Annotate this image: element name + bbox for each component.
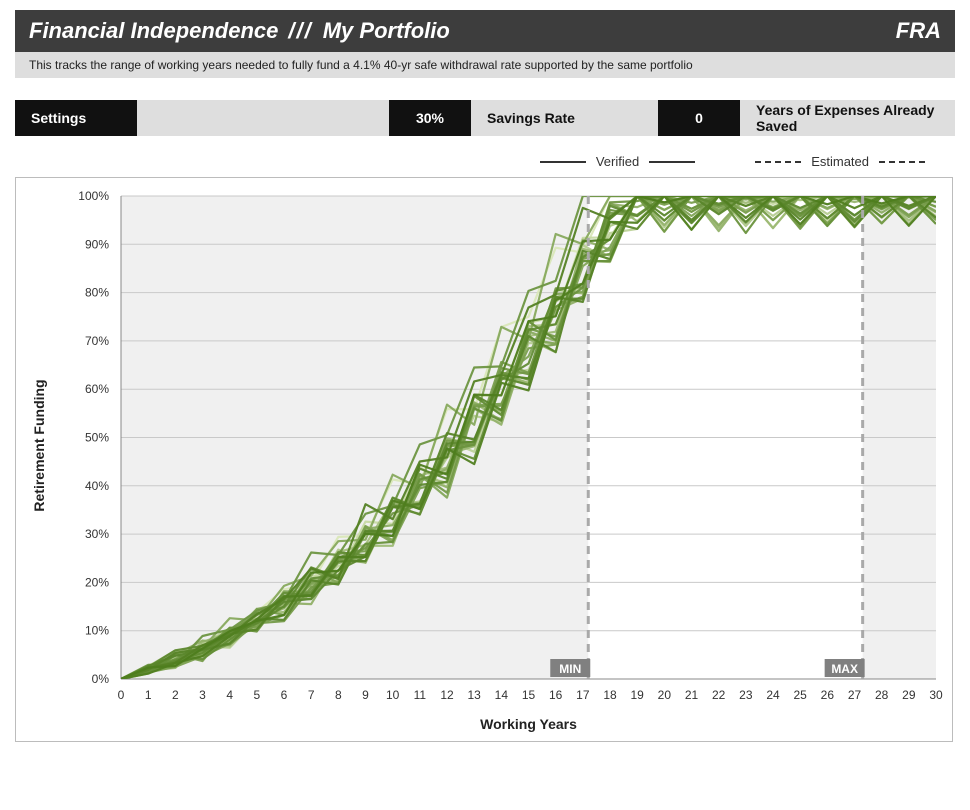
svg-text:30%: 30% [85,527,109,541]
svg-text:3: 3 [199,688,206,702]
svg-text:15: 15 [522,688,536,702]
svg-text:16: 16 [549,688,563,702]
svg-text:12: 12 [440,688,454,702]
svg-text:14: 14 [495,688,509,702]
svg-text:2: 2 [172,688,179,702]
legend-row: Verified Estimated [15,154,955,169]
svg-text:70%: 70% [85,334,109,348]
chart-container: 0%10%20%30%40%50%60%70%80%90%100%0123456… [15,177,953,742]
svg-text:17: 17 [576,688,590,702]
savings-rate-value[interactable]: 30% [389,100,471,136]
page-root: Financial Independence /// My Portfolio … [0,0,970,810]
svg-text:40%: 40% [85,479,109,493]
svg-text:MAX: MAX [831,662,858,676]
svg-text:1: 1 [145,688,152,702]
svg-text:20%: 20% [85,575,109,589]
svg-text:23: 23 [739,688,753,702]
subtitle-bar: This tracks the range of working years n… [15,52,955,78]
legend-verified-line-left [540,161,586,163]
svg-text:90%: 90% [85,237,109,251]
title-main: Financial Independence [29,18,278,44]
svg-text:Retirement Funding: Retirement Funding [31,379,47,511]
svg-text:25: 25 [793,688,807,702]
title-separator: /// [288,18,312,44]
svg-text:11: 11 [414,688,427,702]
title-badge: FRA [896,18,941,44]
svg-text:4: 4 [226,688,233,702]
title-portfolio: My Portfolio [323,18,450,44]
svg-text:28: 28 [875,688,889,702]
svg-text:9: 9 [362,688,369,702]
svg-text:50%: 50% [85,431,109,445]
legend-verified-label: Verified [596,154,639,169]
legend-estimated-label: Estimated [811,154,869,169]
svg-text:19: 19 [630,688,644,702]
legend-estimated-line-right [879,161,925,163]
legend-estimated: Estimated [755,154,925,169]
svg-text:6: 6 [281,688,288,702]
svg-text:5: 5 [253,688,260,702]
legend-estimated-line-left [755,161,801,163]
svg-text:13: 13 [467,688,481,702]
svg-text:10: 10 [386,688,400,702]
svg-text:30: 30 [929,688,943,702]
svg-text:7: 7 [308,688,315,702]
legend-verified: Verified [540,154,695,169]
svg-text:26: 26 [821,688,835,702]
svg-text:21: 21 [685,688,699,702]
legend-verified-line-right [649,161,695,163]
svg-text:60%: 60% [85,382,109,396]
title-left: Financial Independence /// My Portfolio [29,18,450,44]
svg-text:10%: 10% [85,624,109,638]
savings-rate-label: Savings Rate [471,100,658,136]
svg-text:8: 8 [335,688,342,702]
svg-text:MIN: MIN [559,662,581,676]
chart-svg: 0%10%20%30%40%50%60%70%80%90%100%0123456… [16,178,952,741]
svg-text:27: 27 [848,688,862,702]
settings-spacer [137,100,389,136]
svg-text:29: 29 [902,688,916,702]
svg-text:24: 24 [766,688,780,702]
svg-text:20: 20 [658,688,672,702]
years-saved-label: Years of Expenses Already Saved [740,100,955,136]
years-saved-value[interactable]: 0 [658,100,740,136]
settings-button[interactable]: Settings [15,100,137,136]
svg-text:80%: 80% [85,286,109,300]
settings-strip: Settings 30% Savings Rate 0 Years of Exp… [15,100,955,136]
svg-text:0%: 0% [92,672,110,686]
svg-text:22: 22 [712,688,726,702]
svg-text:18: 18 [603,688,617,702]
svg-text:Working Years: Working Years [480,716,577,732]
svg-text:100%: 100% [78,189,109,203]
svg-text:0: 0 [118,688,125,702]
title-bar: Financial Independence /// My Portfolio … [15,10,955,52]
